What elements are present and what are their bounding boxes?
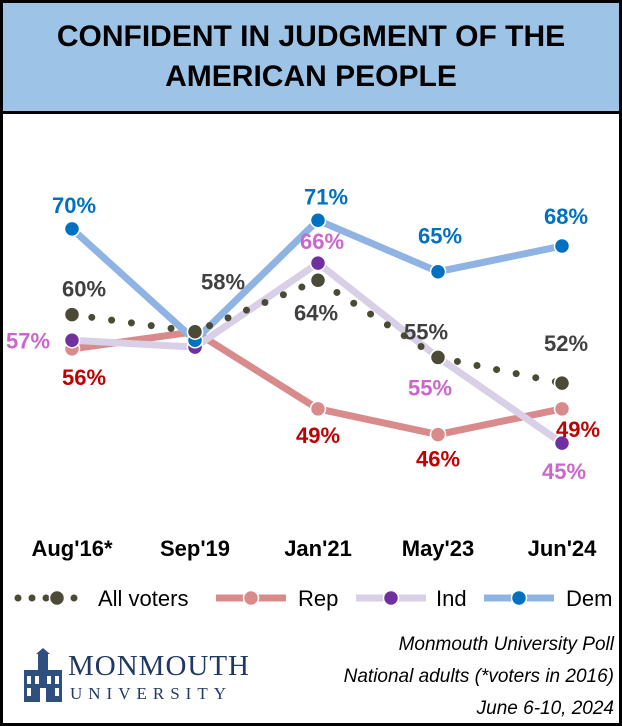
data-point-dem-2	[309, 212, 327, 229]
data-point-rep-4	[553, 400, 571, 418]
legend-marker-dem	[510, 589, 528, 607]
data-label-rep-4: 49%	[556, 417, 600, 442]
data-label-all-voters-0: 60%	[62, 277, 106, 302]
legend-marker-ind	[382, 589, 400, 607]
data-point-all-voters-2	[309, 272, 327, 289]
legend-label-all-voters: All voters	[98, 586, 188, 611]
data-label-rep-3: 46%	[416, 447, 460, 472]
data-point-dem-4	[553, 237, 571, 255]
data-label-dem-3: 65%	[418, 224, 462, 249]
data-point-rep-3	[429, 426, 447, 443]
source-line-3: June 6-10, 2024	[476, 698, 614, 719]
data-label-ind-4: 45%	[542, 459, 586, 484]
data-label-ind-3: 55%	[408, 375, 452, 400]
data-point-all-voters-4	[553, 374, 571, 392]
data-point-rep-2	[309, 400, 327, 418]
x-tick-label-2: Jan'21	[284, 536, 352, 561]
data-label-all-voters-3: 55%	[404, 319, 448, 344]
data-label-rep-2: 49%	[296, 423, 340, 448]
legend-marker-rep	[242, 589, 260, 607]
data-point-all-voters-0	[63, 306, 81, 323]
data-point-all-voters-1	[186, 323, 204, 340]
data-point-ind-4	[553, 434, 571, 452]
data-label-dem-0: 70%	[52, 193, 96, 218]
x-tick-label-3: May'23	[402, 536, 475, 561]
data-label-ind-0: 57%	[6, 328, 50, 353]
logo-wordmark: MONMOUTH	[68, 650, 250, 682]
data-label-rep-0: 56%	[62, 365, 106, 390]
title-band: CONFIDENT IN JUDGMENT OF THE AMERICAN PE…	[3, 3, 619, 114]
data-label-all-voters-4: 52%	[544, 331, 588, 356]
legend-label-dem: Dem	[566, 586, 612, 611]
data-point-all-voters-3	[429, 349, 447, 366]
x-tick-label-0: Aug'16*	[31, 536, 112, 561]
x-tick-label-4: Jun'24	[528, 536, 598, 561]
data-label-all-voters-1: 58%	[201, 270, 245, 295]
legend-label-ind: Ind	[436, 586, 467, 611]
data-label-ind-2: 66%	[300, 229, 344, 254]
data-label-all-voters-2: 64%	[294, 300, 338, 325]
legend-label-rep: Rep	[298, 586, 338, 611]
logo-subtitle: UNIVERSITY	[70, 684, 232, 703]
chart-title: CONFIDENT IN JUDGMENT OF THE AMERICAN PE…	[56, 20, 566, 93]
monmouth-logo-building-icon	[24, 648, 62, 702]
data-point-ind-0	[63, 332, 81, 349]
legend-marker-all-voters	[48, 589, 66, 607]
data-label-dem-2: 71%	[304, 184, 348, 209]
source-line-2: National adults (*voters in 2016)	[343, 666, 614, 687]
data-point-dem-3	[429, 263, 447, 280]
x-tick-label-1: Sep'19	[160, 536, 230, 561]
data-label-dem-4: 68%	[544, 204, 588, 229]
data-point-dem-0	[63, 220, 81, 238]
source-line-1: Monmouth University Poll	[398, 634, 614, 655]
data-point-ind-2	[309, 254, 327, 272]
